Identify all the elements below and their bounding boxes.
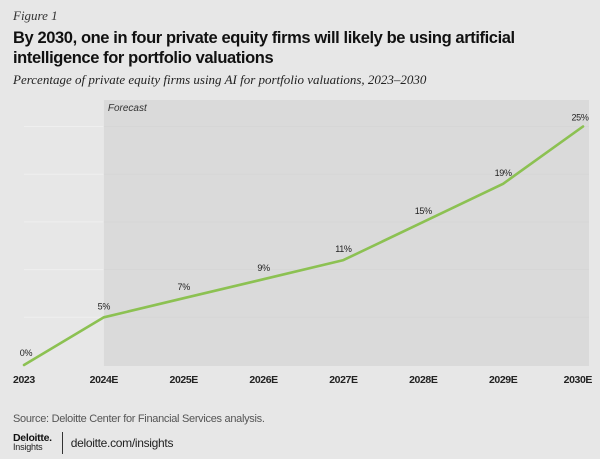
logo-main: Deloitte. xyxy=(13,432,52,444)
x-tick-label: 2024E xyxy=(90,374,119,386)
source-note: Source: Deloitte Center for Financial Se… xyxy=(13,413,265,425)
footer-divider xyxy=(61,432,63,454)
data-label: 25% xyxy=(571,113,588,123)
x-tick-label: 2030E xyxy=(564,374,593,386)
forecast-annotation: Forecast xyxy=(108,103,148,114)
website-link[interactable]: deloitte.com/insights xyxy=(70,436,174,450)
deloitte-insights-logo: Deloitte. Insights xyxy=(13,432,52,452)
data-label: 11% xyxy=(335,244,352,254)
data-labels: 0% 5% 7% 9% 11% 15% 19% 25% xyxy=(20,113,589,358)
data-label: 0% xyxy=(20,348,33,358)
x-tick-label: 2025E xyxy=(170,374,199,386)
data-label: 9% xyxy=(257,263,270,273)
x-tick-label: 2026E xyxy=(249,374,278,386)
x-tick-label: 2028E xyxy=(409,374,438,386)
footer: Deloitte. Insights deloitte.com/insights xyxy=(13,431,173,455)
data-label: 5% xyxy=(98,301,111,311)
figure-label: Figure 1 xyxy=(13,8,58,23)
gridlines-forecast xyxy=(103,126,589,318)
chart-title: By 2030, one in four private equity firm… xyxy=(13,29,515,67)
data-label: 15% xyxy=(415,206,432,216)
x-axis-tick-labels: 2023 2024E 2025E 2026E 2027E 2028E 2029E 2030E xyxy=(13,374,593,386)
x-tick-label: 2029E xyxy=(489,374,518,386)
line-chart: Forecast 0%5%7%9%11%15%19%25% 2023 2024E 2… xyxy=(13,100,593,386)
chart-subtitle: Percentage of private equity firms using… xyxy=(13,72,427,87)
forecast-region xyxy=(103,100,589,366)
series-line xyxy=(22,125,585,367)
data-label: 7% xyxy=(178,282,191,292)
logo-sub: Insights xyxy=(13,442,43,452)
x-tick-label: 2023 xyxy=(13,374,35,386)
data-label: 19% xyxy=(495,168,512,178)
gridlines xyxy=(24,126,104,318)
x-tick-label: 2027E xyxy=(329,374,358,386)
